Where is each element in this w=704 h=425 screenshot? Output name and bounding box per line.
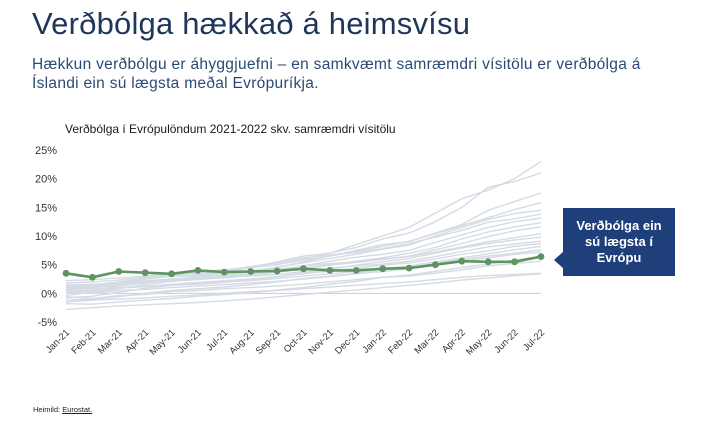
- source-link[interactable]: Eurostat.: [62, 405, 93, 414]
- source-note: Heimild: Eurostat.: [33, 405, 92, 414]
- background-series-line-12: [65, 242, 542, 299]
- y-tick-label: 20%: [35, 174, 57, 186]
- y-tick-label: 0%: [41, 288, 57, 300]
- y-tick-label: 5%: [41, 260, 57, 272]
- highlight-point-Oct-21: [300, 265, 307, 273]
- x-tick-label: Feb-22: [386, 327, 415, 356]
- highlight-point-Jul-21: [220, 268, 228, 276]
- highlight-point-Feb-22: [405, 264, 413, 272]
- x-tick-label: Jan-21: [44, 327, 72, 355]
- y-tick-label: 25%: [35, 145, 57, 157]
- x-tick-label: Sep-21: [254, 327, 283, 356]
- slide-subtitle: Hækkun verðbólgu er áhyggjuefni – en sam…: [32, 56, 641, 92]
- highlight-point-Nov-21: [326, 267, 334, 274]
- background-series-line-5: [65, 213, 542, 287]
- x-tick-label: Jun-22: [492, 327, 520, 355]
- highlight-series-layer: [62, 253, 545, 281]
- x-tick-label: Nov-21: [307, 327, 336, 356]
- highlight-point-Jan-21: [62, 269, 70, 277]
- highlight-point-Jan-22: [379, 265, 387, 273]
- x-tick-label: May-21: [148, 327, 178, 357]
- highlight-point-Mar-21: [115, 268, 123, 275]
- highlight-point-Dec-21: [352, 267, 360, 274]
- highlight-point-Jul-22: [537, 253, 545, 260]
- x-tick-label: Apr-21: [123, 327, 151, 355]
- x-tick-label: Jun-21: [176, 327, 204, 355]
- y-tick-label: 10%: [35, 231, 57, 243]
- highlight-point-May-22: [484, 258, 492, 266]
- x-tick-label: Oct-21: [282, 327, 310, 355]
- highlight-point-Jun-22: [511, 258, 518, 266]
- highlight-point-Apr-21: [141, 269, 149, 277]
- x-tick-label: Mar-21: [96, 327, 125, 356]
- background-series-line-19: [65, 272, 542, 303]
- callout-box: Verðbólga ein sú lægsta í Evrópu: [563, 208, 675, 276]
- highlight-point-Apr-22: [458, 257, 466, 265]
- background-series-line-13: [65, 245, 542, 291]
- background-series-line-18: [65, 273, 542, 311]
- x-tick-label: Apr-22: [440, 327, 468, 355]
- chart-title: Verðbólga í Evrópulöndum 2021-2022 skv. …: [65, 122, 396, 136]
- highlight-point-Jun-21: [194, 267, 202, 274]
- highlight-point-Feb-21: [89, 273, 96, 281]
- x-tick-label: May-22: [464, 327, 494, 357]
- x-tick-label: Jan-22: [360, 327, 388, 355]
- source-label: Heimild:: [33, 405, 61, 414]
- x-tick-label: Aug-21: [227, 327, 256, 356]
- highlight-point-Sep-21: [273, 267, 281, 275]
- slide-title: Verðbólga hækkað á heimsvísu: [32, 6, 471, 41]
- callout-pointer: [554, 251, 564, 269]
- y-axis-labels: -5% 0% 5% 10% 15% 20% 25%: [35, 145, 57, 329]
- x-tick-label: Mar-22: [412, 327, 441, 356]
- background-series-line-16: [65, 255, 542, 305]
- highlight-point-May-21: [168, 270, 176, 278]
- x-tick-label: Dec-21: [333, 327, 362, 356]
- x-tick-label: Feb-21: [69, 327, 98, 356]
- background-series-layer: [65, 160, 542, 311]
- highlight-point-Aug-21: [247, 268, 255, 275]
- background-series-line-17: [65, 260, 542, 300]
- y-tick-label: 15%: [35, 202, 57, 214]
- highlight-point-Mar-22: [432, 261, 439, 269]
- y-tick-label: -5%: [37, 317, 57, 329]
- x-tick-label: Jul-22: [521, 327, 547, 353]
